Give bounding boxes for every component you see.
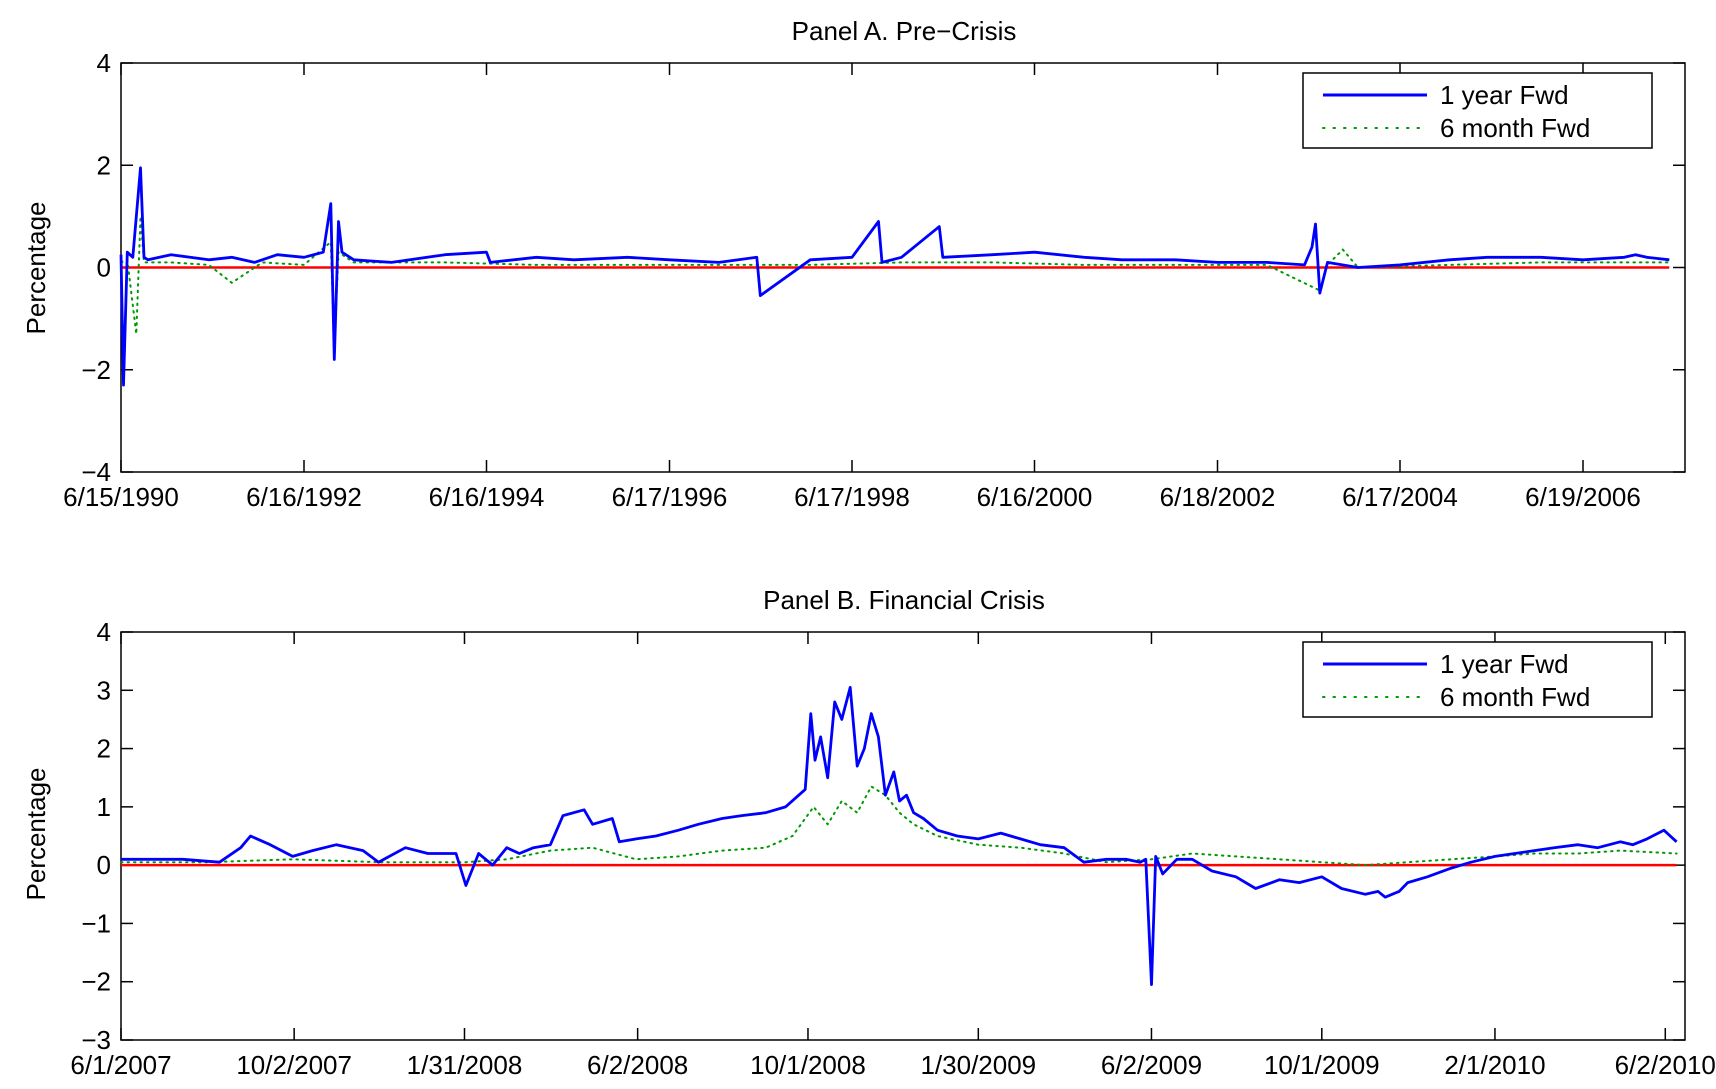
panel-b-ytick-label: 2 [97,734,111,764]
panel-a-xtick-label: 6/16/2000 [977,482,1093,512]
panel-b-xtick-label: 10/1/2009 [1264,1050,1380,1080]
panel-a-ytick-label: 4 [97,48,111,78]
panel-a-legend-label-6-month-fwd: 6 month Fwd [1440,113,1590,143]
panel-b-xtick-label: 6/2/2009 [1101,1050,1202,1080]
panel-a-ylabel: Percentage [21,202,51,335]
panel-a-legend-label-1-year-fwd: 1 year Fwd [1440,80,1569,110]
panel-b-series-1-year-fwd [121,686,1678,986]
panel-b-xtick-label: 10/2/2007 [236,1050,352,1080]
panel-b-ylabel: Percentage [21,768,51,901]
panel-a-legend-box [1302,72,1653,149]
panel-a-ytick-label: −2 [81,355,111,385]
panel-a-xtick-label: 6/16/1994 [429,482,545,512]
panel-b-ytick-label: 1 [97,792,111,822]
panel-a-ytick-label: 2 [97,150,111,180]
panel-a-xtick-label: 6/17/2004 [1342,482,1458,512]
panel-b-ytick-label: 0 [97,850,111,880]
panel-a-xtick-label: 6/19/2006 [1525,482,1641,512]
panel-a-ytick-label: 0 [97,253,111,283]
panel-b-legend-label-6-month-fwd: 6 month Fwd [1440,682,1590,712]
panel-b-ytick-label: 3 [97,675,111,705]
panel-a-xtick-label: 6/17/1998 [794,482,910,512]
panel-a-chart: Panel A. Pre−Crisis Percentage −4 −2 0 2 4 6/… [21,16,1686,512]
panel-a-xtick-label: 6/17/1996 [612,482,728,512]
panel-b-ytick-label: −3 [81,1025,111,1055]
panel-a-xtick-label: 6/15/1990 [63,482,179,512]
panel-b-ytick-label: −1 [81,908,111,938]
panel-a-xtick-label: 6/16/1992 [246,482,362,512]
panel-a-legend: 1 year Fwd 6 month Fwd [1302,72,1653,149]
panel-a-plot-area: −4 −2 0 2 4 6/15/1990 6/16/1992 6/16/1994 6/17/1… [63,48,1686,512]
panel-b-xtick-label: 2/1/2010 [1444,1050,1545,1080]
panel-b-chart: Panel B. Financial Crisis Percentage −3−… [21,585,1716,1080]
panel-b-xtick-label: 6/2/2010 [1615,1050,1716,1080]
panel-a-xtick-label: 6/18/2002 [1160,482,1276,512]
panel-b-title: Panel B. Financial Crisis [763,585,1045,615]
panel-b-xtick-label: 6/2/2008 [587,1050,688,1080]
panel-b-xtick-label: 1/30/2009 [920,1050,1036,1080]
panel-a-series-1-year-fwd [119,166,1670,387]
panel-b-legend: 1 year Fwd 6 month Fwd [1302,641,1653,718]
panel-b-series-6-month-fwd [120,785,1678,867]
panel-a-series-6-month-fwd [120,215,1671,351]
panel-b-ytick-label: 4 [97,617,111,647]
panel-b-axes-box [120,631,1686,1041]
panel-b-legend-label-1-year-fwd: 1 year Fwd [1440,649,1569,679]
panel-b-xtick-label: 10/1/2008 [750,1050,866,1080]
panel-a-title: Panel A. Pre−Crisis [792,16,1017,46]
panel-b-xtick-label: 6/1/2007 [70,1050,171,1080]
panel-b-legend-box [1302,641,1653,718]
panel-b-plot-area: −3 −2 −1 0 1 2 3 4 6/1/2007 10/2/2007 1/31/2008 6/2… [70,617,1716,1080]
panel-b-ytick-label: −2 [81,967,111,997]
panel-b-xtick-label: 1/31/2008 [407,1050,523,1080]
panel-a-ytick-label: −4 [81,457,111,487]
